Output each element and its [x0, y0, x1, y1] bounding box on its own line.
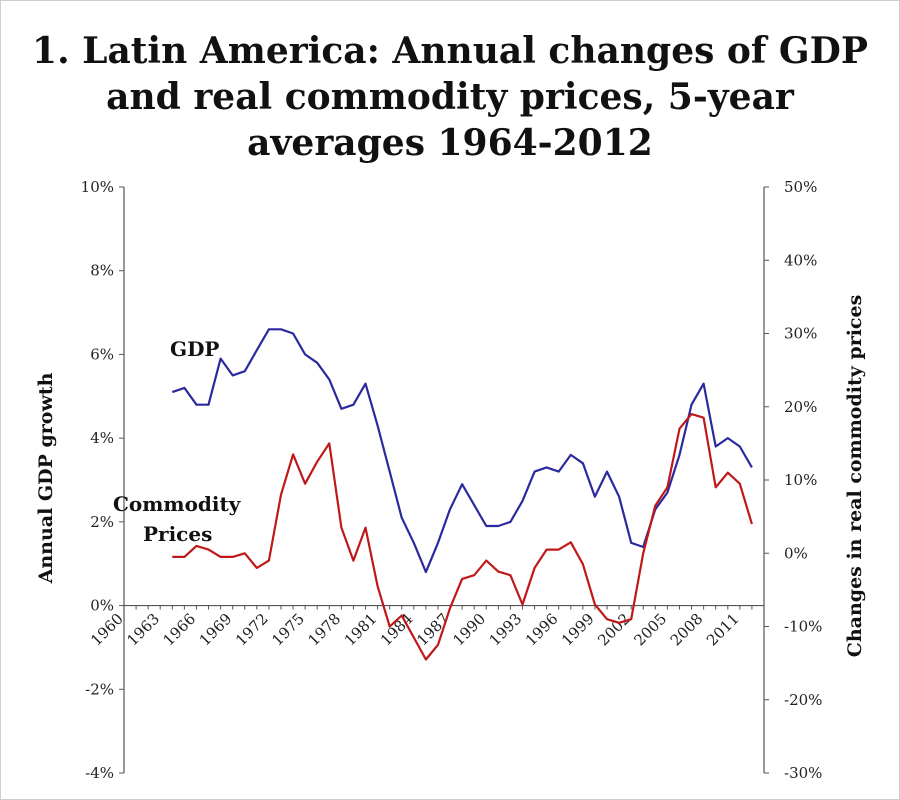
y-axis-right-title: Changes in real commodity prices	[844, 295, 866, 658]
x-tick-label: 1996	[522, 610, 562, 650]
y-left-tick-label: 6%	[90, 345, 114, 363]
x-tick-label: 1972	[232, 610, 272, 650]
x-tick-label: 1963	[123, 610, 163, 650]
y-right-tick-label: 10%	[784, 471, 817, 489]
y-axis-left-title: Annual GDP growth	[35, 372, 57, 584]
x-tick-label: 2011	[703, 610, 743, 650]
y-left-tick-label: -2%	[85, 680, 114, 698]
chart-title-line-1: 1. Latin America: Annual changes of GDP	[32, 30, 868, 72]
y-right-tick-label: -10%	[784, 618, 822, 636]
x-tick-label: 1978	[304, 610, 344, 650]
chart-title: 1. Latin America: Annual changes of GDP …	[0, 28, 900, 166]
y-right-tick-label: 50%	[784, 178, 817, 196]
x-tick-label: 1993	[486, 610, 526, 650]
x-tick-label: 1999	[558, 610, 598, 650]
x-tick-label: 2005	[630, 610, 670, 650]
y-right-tick-label: 30%	[784, 325, 817, 343]
x-tick-label: 1990	[449, 610, 489, 650]
gdp-series-line	[171, 328, 753, 574]
y-right-tick-label: 20%	[784, 398, 817, 416]
y-right-tick-label: 40%	[784, 251, 817, 269]
commodity-series-label-line-1: Commodity	[113, 492, 242, 516]
axes	[119, 186, 769, 774]
x-tick-label: 1966	[160, 610, 200, 650]
x-tick-label: 1975	[268, 610, 308, 650]
chart-title-line-2: and real commodity prices, 5-year	[106, 76, 794, 118]
series-lines	[171, 328, 753, 661]
y-left-tick-label: 4%	[90, 429, 114, 447]
x-tick-label: 1969	[196, 610, 236, 650]
gdp-series-label: GDP	[170, 337, 219, 361]
x-tick-label: 1960	[87, 610, 127, 650]
y-left-tick-label: 2%	[90, 513, 114, 531]
x-tick-label: 1981	[341, 610, 381, 650]
x-tick-label: 1984	[377, 610, 417, 650]
y-left-tick-label: 8%	[90, 262, 114, 280]
y-left-tick-label: 10%	[81, 178, 114, 196]
tick-labels: 10% 8% 6% 4% 2% 0% -2% -4% 50% 40% 30% 20% 10% 0% -10%…	[81, 178, 823, 782]
commodity-series-line	[172, 413, 753, 661]
y-left-tick-label: 0%	[90, 597, 114, 615]
x-tick-label: 2002	[594, 610, 634, 650]
chart-title-line-3: averages 1964-2012	[247, 122, 653, 164]
x-tick-label: 2008	[667, 610, 707, 650]
y-right-tick-label: 0%	[784, 544, 808, 562]
y-left-tick-label: -4%	[85, 764, 114, 782]
commodity-series-label-line-2: Prices	[143, 522, 212, 546]
y-right-tick-label: -30%	[784, 764, 822, 782]
y-right-tick-label: -20%	[784, 691, 822, 709]
